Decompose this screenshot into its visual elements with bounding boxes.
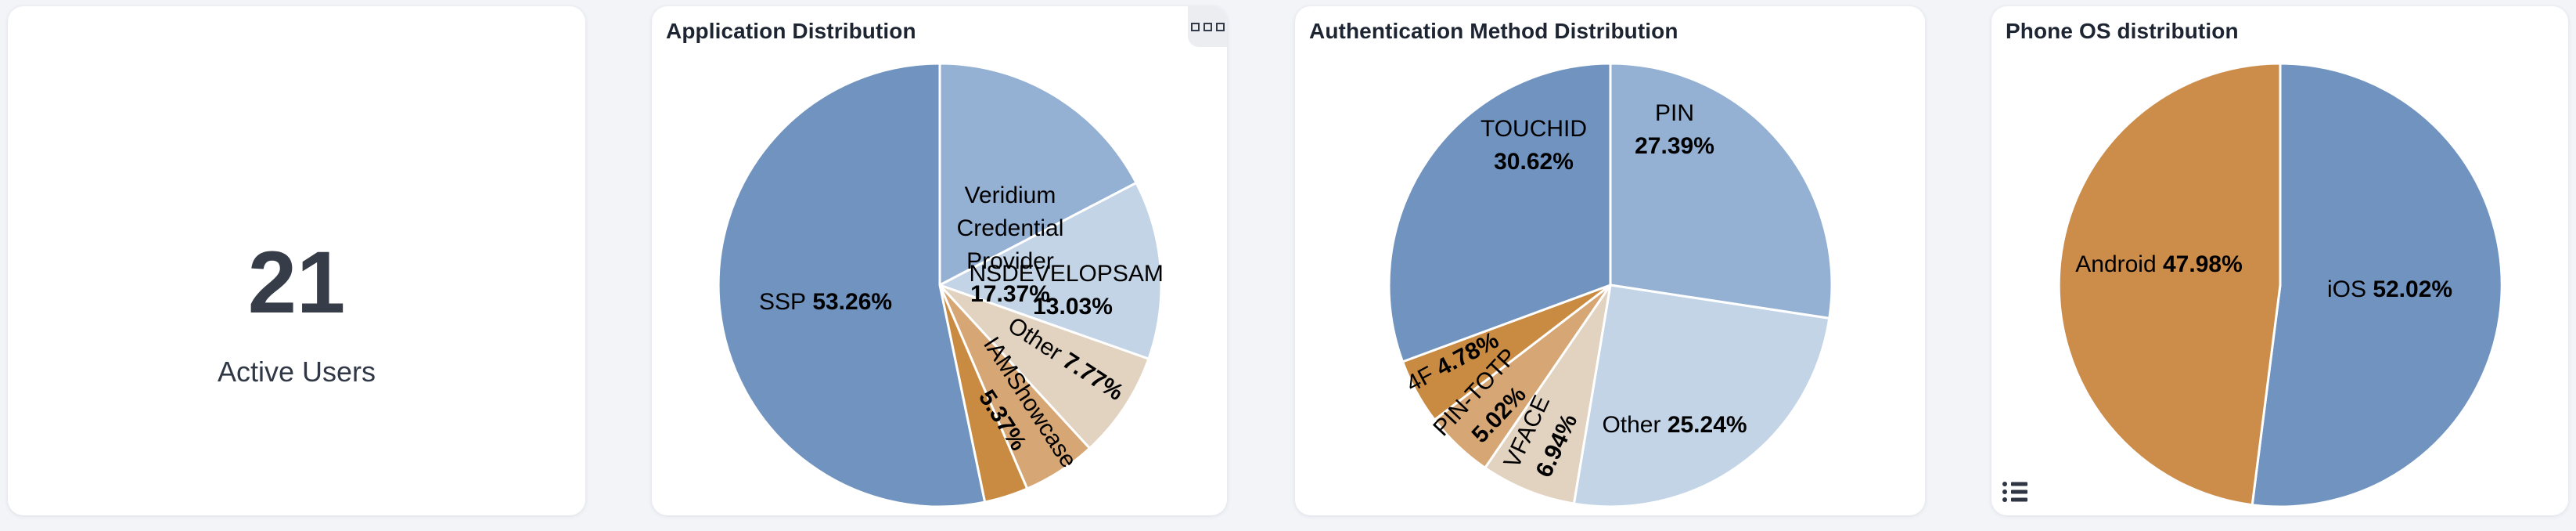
card-title-authentication-method: Authentication Method Distribution	[1309, 19, 1678, 43]
pie-label-veridium-credential-provider: Veridium Credential Provider 17.37%	[956, 182, 1063, 307]
authentication-method-card: Authentication Method Distribution PIN 27…	[1295, 6, 1925, 515]
pie-slice-touchid[interactable]	[1387, 62, 1611, 363]
list-icon	[2002, 482, 2027, 502]
phone-os-card: Phone OS distribution iOS 52.02% Android …	[1991, 6, 2568, 515]
pie-slice-android[interactable]	[2057, 62, 2281, 507]
pie-label-nsdevelopsaml: NSDEVELOPSAML 13.03%	[969, 261, 1164, 320]
pie-label-android: Android 47.98%	[2075, 251, 2243, 277]
pie-slice-pin[interactable]	[1609, 62, 1833, 320]
card-menu-button[interactable]	[1188, 6, 1227, 47]
pie-slice-ios[interactable]	[2250, 62, 2503, 508]
pie-label-touchid: TOUCHID 30.62%	[1480, 116, 1586, 175]
pie-label-ios: iOS 52.02%	[2326, 276, 2452, 302]
square-icon	[1190, 22, 1200, 31]
active-users-block: 21 Active Users	[218, 237, 376, 388]
pie-slice-veridium-credential-provider[interactable]	[938, 62, 1138, 287]
square-icon	[1215, 22, 1225, 31]
card-title-application-distribution: Application Distribution	[666, 19, 916, 43]
pie-slice-nsdevelopsaml[interactable]	[938, 182, 1163, 360]
card-title-phone-os: Phone OS distribution	[2006, 19, 2239, 43]
application-distribution-pie[interactable]: Veridium Credential Provider 17.37%NSDEVELO…	[716, 61, 1164, 509]
phone-os-pie[interactable]: iOS 52.02% Android 47.98%	[2056, 61, 2504, 509]
authentication-method-pie[interactable]: PIN 27.39%Other 25.24%VFACE6.94%PIN-TOTP5…	[1387, 61, 1834, 509]
active-users-value: 21	[247, 233, 346, 332]
application-distribution-card: Application Distribution Veridium Credent…	[652, 6, 1227, 515]
active-users-card: 21 Active Users	[8, 6, 585, 515]
pie-label-pin: PIN 27.39%	[1635, 100, 1714, 159]
pie-slice-ssp[interactable]	[717, 62, 986, 508]
active-users-label: Active Users	[217, 355, 376, 388]
square-icon	[1203, 22, 1212, 31]
pie-slice-vface[interactable]	[1483, 284, 1611, 505]
pie-slice-other[interactable]	[938, 284, 1149, 450]
pie-label-ssp: SSP 53.26%	[758, 289, 891, 315]
pie-label-other: Other 25.24%	[1602, 412, 1747, 438]
legend-toggle-button[interactable]	[1999, 478, 2031, 506]
pie-slice-other[interactable]	[1572, 284, 1830, 508]
